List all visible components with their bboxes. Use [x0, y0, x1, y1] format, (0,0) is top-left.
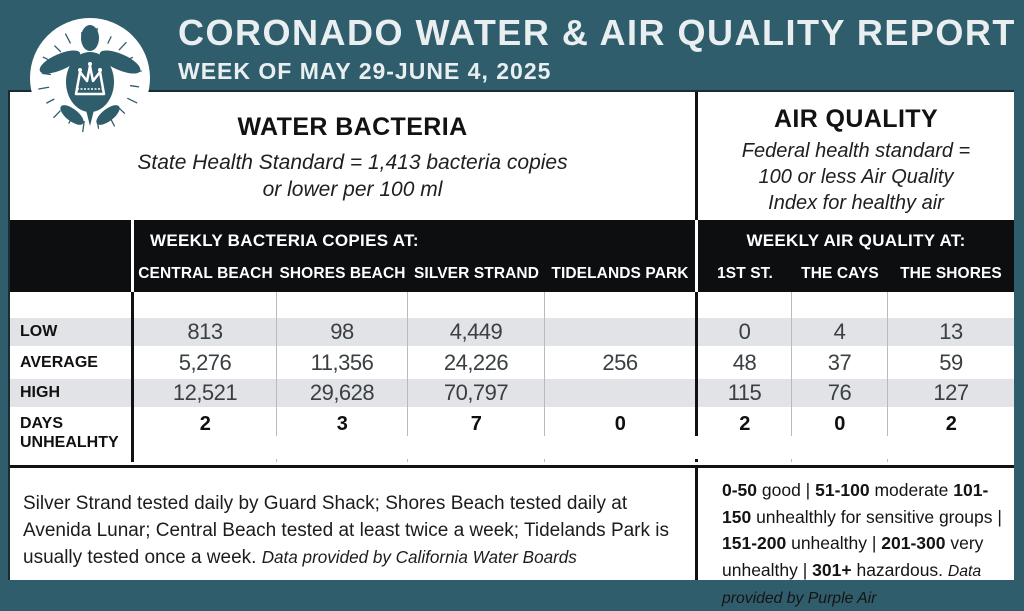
air-quality-section-header: AIR QUALITY Federal health standard = 10… [695, 92, 1014, 220]
data-table-body: LOW 813 98 4,449 0 4 13 AVERAGE 5,276 11… [10, 292, 1014, 462]
row-label-low: LOW [10, 318, 134, 346]
water-band-title: WEEKLY BACTERIA COPIES AT: [150, 231, 419, 250]
air-section-title: AIR QUALITY [773, 105, 939, 133]
cell-low-silver-strand: 4,449 [408, 318, 545, 346]
table-row-spacer [10, 459, 1014, 462]
column-header-1st-st: 1ST ST. [717, 265, 773, 282]
air-band-title: WEEKLY AIR QUALITY AT: [746, 231, 966, 250]
cell-days-central-beach: 2 [134, 407, 277, 436]
air-standard-line2: 100 or less Air Quality [758, 166, 954, 188]
cell-average-the-cays: 37 [792, 346, 888, 379]
cell-days-tidelands-park: 0 [545, 407, 698, 436]
crown-icon [74, 62, 106, 96]
cell-days-1st-st: 2 [698, 407, 792, 436]
row-label-average: AVERAGE [10, 346, 134, 379]
cell-low-1st-st: 0 [698, 318, 792, 346]
crowned-turtle-logo-icon [30, 18, 150, 138]
table-bottom-rule [10, 465, 1014, 468]
air-quality-index-legend: 0-50 good | 51-100 moderate 101-150 unhe… [695, 468, 1014, 607]
cell-days-the-cays: 0 [792, 407, 888, 436]
week-subtitle: WEEK OF MAY 29-JUNE 4, 2025 [178, 57, 552, 84]
cell-days-shores-beach: 3 [277, 407, 408, 436]
column-header-silver-strand: SILVER STRAND [413, 265, 540, 282]
table-row-days-unhealthy: DAYS UNHEALHTY 2 3 7 0 2 0 2 [10, 407, 1014, 459]
cell-days-silver-strand: 7 [408, 407, 545, 436]
water-standard-line2: or lower per 100 ml [262, 178, 443, 201]
table-header-band: WEEKLY BACTERIA COPIES AT: CENTRAL BEACH… [10, 220, 1014, 292]
page-title: CORONADO WATER & AIR QUALITY REPORT [178, 12, 1016, 53]
header-banner: CORONADO WATER & AIR QUALITY REPORT WEEK… [0, 0, 1024, 90]
row-label-days-unhealthy: DAYS UNHEALHTY [10, 407, 134, 459]
cell-low-the-cays: 4 [792, 318, 888, 346]
cell-average-1st-st: 48 [698, 346, 792, 379]
cell-high-central-beach: 12,521 [134, 379, 277, 407]
cell-high-silver-strand: 70,797 [408, 379, 545, 407]
cell-average-tidelands-park: 256 [545, 346, 698, 379]
cell-low-shores-beach: 98 [277, 318, 408, 346]
cell-high-tidelands-park [545, 379, 698, 407]
table-row-high: HIGH 12,521 29,628 70,797 115 76 127 [10, 379, 1014, 407]
table-row-average: AVERAGE 5,276 11,356 24,226 256 48 37 59 [10, 346, 1014, 379]
column-header-the-shores: THE SHORES [900, 265, 1002, 282]
cell-high-the-cays: 76 [792, 379, 888, 407]
cell-low-the-shores: 13 [939, 319, 963, 344]
air-columns-header: WEEKLY AIR QUALITY AT: 1ST ST. THE CAYS … [698, 220, 1014, 292]
water-standard-line1: State Health Standard = 1,413 bacteria c… [137, 151, 568, 174]
content-box: WATER BACTERIA State Health Standard = 1… [8, 90, 1014, 607]
cell-high-1st-st: 115 [698, 379, 792, 407]
column-header-central-beach: CENTRAL BEACH [138, 265, 273, 282]
water-bacteria-section-header: WATER BACTERIA State Health Standard = 1… [10, 92, 695, 220]
cell-high-the-shores: 127 [933, 380, 969, 405]
cell-average-shores-beach: 11,356 [277, 346, 408, 379]
cell-high-shores-beach: 29,628 [277, 379, 408, 407]
table-row-low: LOW 813 98 4,449 0 4 13 [10, 318, 1014, 346]
air-standard-line1: Federal health standard = [741, 140, 971, 162]
row-label-high: HIGH [10, 379, 134, 407]
cell-low-tidelands-park [545, 318, 698, 346]
water-section-title: WATER BACTERIA [237, 113, 468, 141]
table-row-spacer [10, 292, 1014, 318]
cell-average-silver-strand: 24,226 [408, 346, 545, 379]
cell-average-central-beach: 5,276 [134, 346, 277, 379]
column-header-tidelands-park: TIDELANDS PARK [551, 265, 689, 282]
cell-low-central-beach: 813 [134, 318, 277, 346]
table-header-corner-cell [10, 220, 131, 292]
cell-days-the-shores: 2 [945, 413, 957, 435]
header-title-block: CORONADO WATER & AIR QUALITY REPORT WEEK… [178, 13, 1016, 85]
air-standard-line3: Index for healthy air [768, 192, 944, 214]
cell-average-the-shores: 59 [939, 349, 963, 375]
column-header-the-cays: THE CAYS [801, 265, 879, 282]
water-testing-footnote: Silver Strand tested daily by Guard Shac… [23, 493, 670, 568]
column-header-shores-beach: SHORES BEACH [279, 265, 406, 282]
water-columns-header: WEEKLY BACTERIA COPIES AT: CENTRAL BEACH… [134, 220, 695, 292]
